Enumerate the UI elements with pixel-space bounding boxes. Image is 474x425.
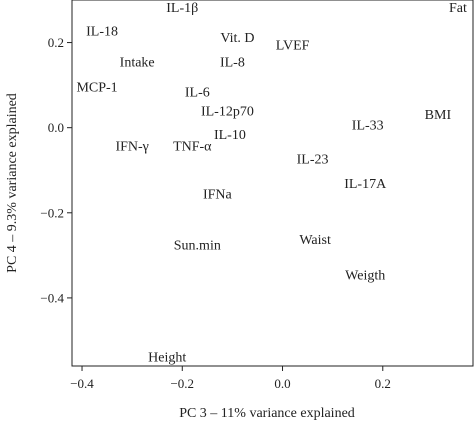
point-label: IFN-γ bbox=[115, 140, 148, 155]
point-label: IL-23 bbox=[297, 152, 329, 167]
x-tick-label: −0.2 bbox=[170, 376, 194, 391]
point-label: IL-17A bbox=[344, 177, 387, 192]
point-label: Fat bbox=[449, 1, 467, 16]
y-axis: −0.4 −0.2 0.0 0.2 bbox=[40, 35, 72, 305]
point-label: BMI bbox=[425, 108, 452, 123]
y-tick-label: 0.2 bbox=[48, 35, 64, 50]
point-label: Vit. D bbox=[220, 31, 254, 46]
point-label: IL-33 bbox=[352, 118, 384, 133]
point-label: Weigth bbox=[345, 269, 385, 284]
point-label: LVEF bbox=[276, 38, 310, 53]
point-label: IL-12p70 bbox=[201, 105, 254, 120]
y-axis-label: PC 4 – 9.3% variance explained bbox=[5, 93, 20, 273]
x-axis-label: PC 3 – 11% variance explained bbox=[179, 406, 355, 421]
variable-labels: Fat IL-1β IL-18 Vit. D LVEF Intake IL-8 MCP-1 IL… bbox=[76, 1, 467, 366]
y-tick-label: 0.0 bbox=[48, 120, 64, 135]
point-label: TNF-α bbox=[173, 140, 212, 155]
point-label: IL-6 bbox=[185, 86, 210, 101]
point-label: Height bbox=[148, 351, 186, 366]
plot-frame bbox=[71, 0, 474, 367]
point-label: IL-10 bbox=[214, 128, 246, 143]
point-label: IL-8 bbox=[220, 56, 245, 71]
x-axis: −0.4 −0.2 0.0 0.2 bbox=[70, 366, 391, 391]
point-label: Waist bbox=[299, 233, 331, 248]
point-label: MCP-1 bbox=[76, 80, 117, 95]
x-tick-label: 0.2 bbox=[375, 376, 391, 391]
x-tick-label: −0.4 bbox=[70, 376, 94, 391]
y-tick-label: −0.2 bbox=[40, 205, 64, 220]
point-label: Sun.min bbox=[174, 239, 221, 254]
x-tick-label: 0.0 bbox=[274, 376, 290, 391]
point-label: IL-1β bbox=[166, 1, 198, 16]
y-tick-label: −0.4 bbox=[40, 290, 64, 305]
point-label: IFNa bbox=[203, 188, 233, 203]
point-label: IL-18 bbox=[86, 25, 118, 40]
point-label: Intake bbox=[120, 56, 155, 71]
